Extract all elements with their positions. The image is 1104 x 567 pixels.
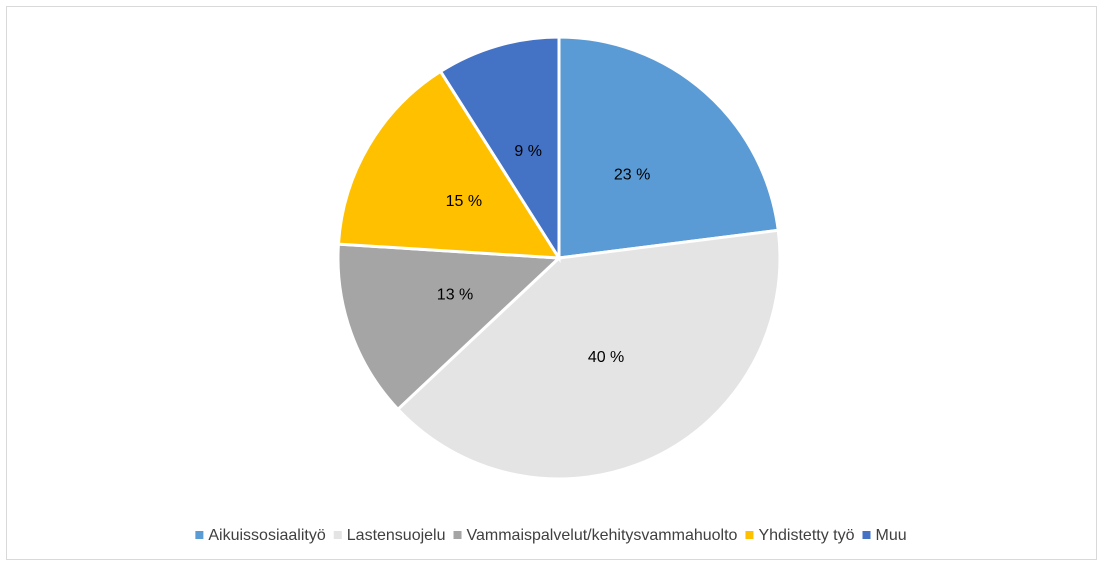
legend-swatch: [453, 531, 462, 539]
data-label: 15 %: [446, 193, 482, 210]
pie-slice: [395, 228, 782, 481]
pie-slice: [336, 69, 562, 260]
legend-swatch: [195, 531, 204, 539]
legend-label: Lastensuojelu: [347, 527, 446, 544]
legend-label: Vammaispalvelut/kehitysvammahuolto: [467, 527, 738, 544]
data-label: 40 %: [588, 349, 624, 366]
data-label: 9 %: [514, 143, 542, 160]
pie-slice: [438, 35, 561, 264]
legend-label: Aikuissosiaalityö: [208, 527, 325, 544]
legend-label: Muu: [876, 527, 907, 544]
legend-swatch: [862, 531, 871, 539]
data-label: 23 %: [614, 166, 650, 183]
pie-slice: [557, 35, 780, 260]
legend-swatch: [745, 531, 754, 539]
legend-swatch: [333, 531, 342, 539]
data-label: 13 %: [437, 287, 473, 304]
pie-slice: [336, 242, 563, 412]
legend-label: Yhdistetty työ: [758, 527, 854, 544]
